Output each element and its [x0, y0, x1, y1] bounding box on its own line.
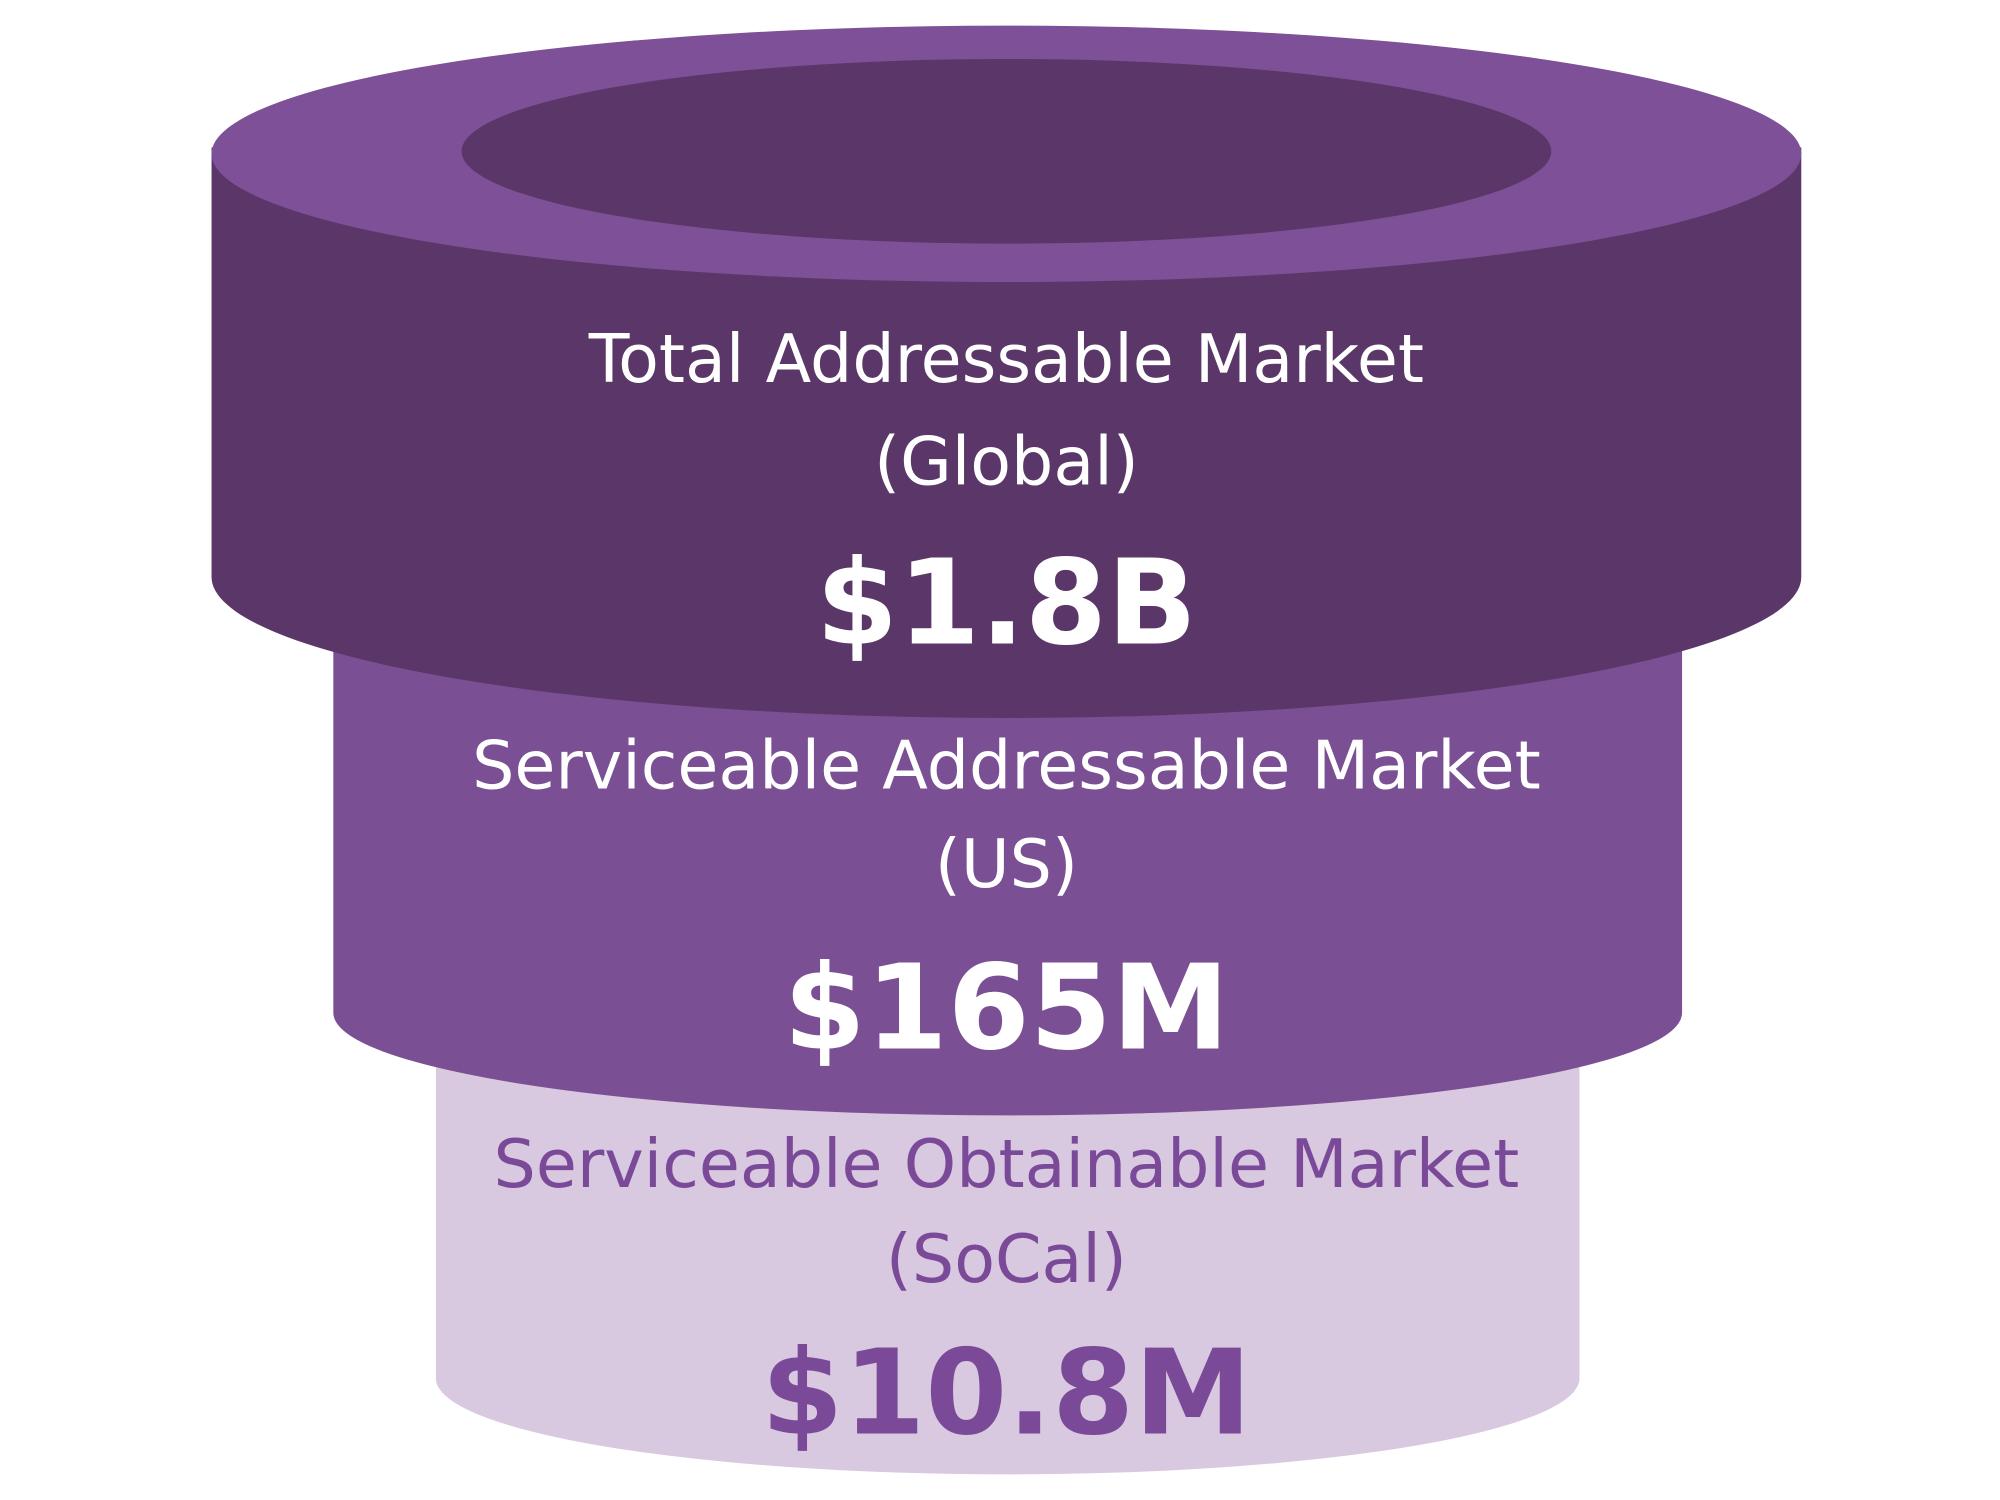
tam-label: Total Addressable Market: [588, 320, 1424, 398]
som-value: $10.8M: [761, 1324, 1251, 1461]
sam-scope: (US): [935, 825, 1078, 903]
som-label: Serviceable Obtainable Market: [494, 1125, 1520, 1203]
som-tier: [435, 1051, 1580, 1475]
tam-hole: [461, 58, 1552, 244]
som-scope: (SoCal): [886, 1220, 1127, 1298]
tam-value: $1.8B: [816, 535, 1197, 672]
tam-tier: [211, 147, 1802, 718]
tam-scope: (Global): [874, 423, 1139, 501]
sam-value: $165M: [784, 940, 1230, 1077]
sam-label: Serviceable Addressable Market: [472, 726, 1541, 804]
